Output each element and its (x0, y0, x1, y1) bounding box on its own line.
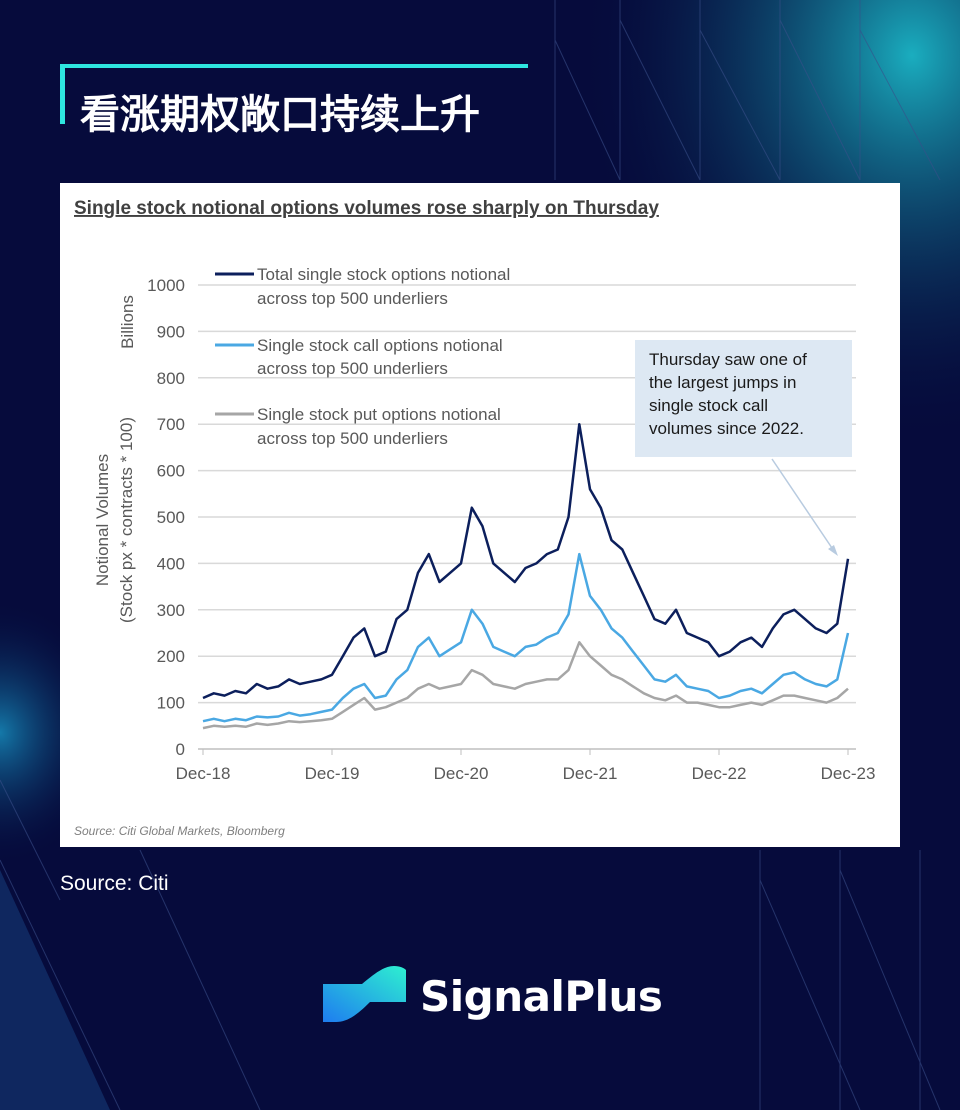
y-tick-label: 100 (157, 694, 185, 713)
y-tick-label: 900 (157, 322, 185, 341)
chart: Single stock notional options volumes ro… (74, 198, 876, 838)
legend-label-put: Single stock put options notional (257, 405, 501, 424)
legend-label-call: Single stock call options notional (257, 336, 503, 355)
annotation-line: the largest jumps in (649, 373, 796, 392)
x-tick-label: Dec-23 (821, 764, 876, 783)
y-tick-label: 1000 (147, 276, 185, 295)
y-tick-label: 600 (157, 462, 185, 481)
page-title: 看涨期权敞口持续上升 (80, 92, 480, 138)
annotation-arrow (771, 458, 835, 552)
y-axis-label-line1: Notional Volumes (93, 454, 112, 586)
y-tick-label: 0 (176, 740, 185, 759)
chart-title: Single stock notional options volumes ro… (74, 198, 659, 219)
source-text: Source: Citi (60, 872, 169, 895)
y-axis-unit: Billions (118, 295, 137, 349)
x-tick-label: Dec-20 (434, 764, 489, 783)
y-tick-label: 700 (157, 415, 185, 434)
x-tick-label: Dec-18 (176, 764, 231, 783)
series-line-total (202, 422, 850, 700)
chart-source: Source: Citi Global Markets, Bloomberg (74, 824, 285, 838)
signalplus-logo-icon (323, 966, 406, 1022)
title-block: 看涨期权敞口持续上升 (60, 64, 528, 138)
annotation-line: volumes since 2022. (649, 419, 804, 438)
chart-card: Single stock notional options volumes ro… (60, 183, 900, 847)
x-tick-label: Dec-21 (563, 764, 618, 783)
y-tick-label: 300 (157, 601, 185, 620)
annotation: Thursday saw one of the largest jumps in… (635, 340, 852, 556)
y-tick-label: 400 (157, 554, 185, 573)
legend: Total single stock options notional acro… (215, 265, 510, 448)
annotation-line: Thursday saw one of (649, 350, 807, 369)
x-tick-label: Dec-22 (692, 764, 747, 783)
signalplus-logo: SignalPlus (322, 966, 663, 1032)
annotation-box (635, 340, 852, 457)
accent-bar-top (60, 64, 528, 68)
y-axis-label-line2: (Stock px * contracts * 100) (117, 417, 136, 623)
legend-label-call-2: across top 500 underliers (257, 359, 448, 378)
series-line-put (202, 641, 849, 730)
annotation-arrowhead (828, 545, 838, 556)
legend-label-total-2: across top 500 underliers (257, 289, 448, 308)
series-line-call (202, 552, 850, 723)
y-tick-label: 200 (157, 647, 185, 666)
legend-label-total: Total single stock options notional (257, 265, 510, 284)
y-tick-label: 500 (157, 508, 185, 527)
brand-name: SignalPlus (420, 972, 663, 1021)
accent-bar-left (60, 64, 65, 124)
x-tick-label: Dec-19 (305, 764, 360, 783)
y-tick-label: 800 (157, 369, 185, 388)
legend-label-put-2: across top 500 underliers (257, 429, 448, 448)
annotation-line: single stock call (649, 396, 768, 415)
